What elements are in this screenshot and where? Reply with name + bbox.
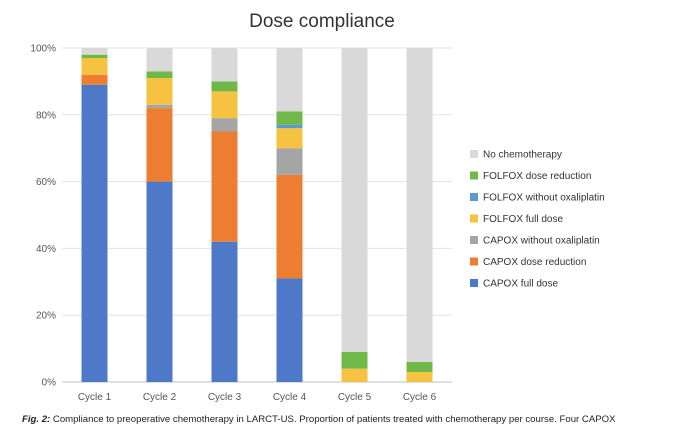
x-tick-label: Cycle 2	[143, 392, 177, 403]
bar-segment	[211, 131, 238, 242]
figure-caption: Fig. 2: Compliance to preoperative chemo…	[22, 414, 672, 425]
legend-swatch	[470, 214, 478, 223]
bar-segment	[276, 128, 303, 149]
chart-title: Dose compliance	[249, 11, 395, 32]
y-tick-label: 20%	[36, 311, 56, 322]
legend-item: FOLFOX full dose	[470, 214, 563, 225]
x-tick-label: Cycle 3	[208, 392, 242, 403]
bar-segment	[211, 81, 238, 92]
legend-label: FOLFOX without oxaliplatin	[483, 193, 605, 204]
legend-item: FOLFOX without oxaliplatin	[470, 193, 605, 204]
bar-segment	[146, 71, 173, 79]
bar-segment	[276, 124, 303, 129]
legend-item: CAPOX without oxaliplatin	[470, 236, 600, 247]
x-tick-label: Cycle 5	[338, 392, 372, 403]
x-axis-ticks: Cycle 1 Cycle 2 Cycle 3 Cycle 4 Cycle 5 Cycle…	[78, 392, 437, 403]
legend-item: CAPOX full dose	[470, 279, 558, 290]
bar-segment	[341, 368, 368, 382]
bar-stack	[211, 48, 238, 382]
bar-stack	[276, 48, 303, 382]
bar-segment	[146, 181, 173, 382]
y-tick-label: 60%	[36, 177, 56, 188]
bar-segment	[81, 48, 108, 55]
figure-caption-text: Compliance to preoperative chemotherapy …	[50, 414, 616, 425]
bar-stack	[81, 48, 108, 383]
legend-item: FOLFOX dose reduction	[470, 171, 591, 182]
bar-segment	[146, 48, 173, 72]
bar-segment	[276, 48, 303, 112]
bar-stack	[341, 48, 368, 382]
bar-segment	[81, 84, 108, 383]
bar-segment	[146, 104, 173, 109]
y-axis-ticks: 0% 20% 40% 60% 80% 100%	[30, 44, 56, 389]
y-tick-label: 40%	[36, 244, 56, 255]
legend-label: CAPOX full dose	[483, 279, 558, 290]
bar-segment	[276, 148, 303, 175]
legend-label: CAPOX without oxaliplatin	[483, 236, 600, 247]
y-tick-label: 80%	[36, 110, 56, 121]
bar-segment	[276, 278, 303, 382]
bar-segment	[146, 78, 173, 105]
bar-segment	[81, 74, 108, 85]
legend: No chemotherapy FOLFOX dose reduction FOLF…	[470, 150, 605, 290]
legend-label: FOLFOX full dose	[483, 214, 563, 225]
figure-label: Fig. 2:	[22, 414, 51, 425]
gridlines	[62, 47, 452, 383]
bar-segment	[211, 241, 238, 382]
bar-segment	[341, 351, 368, 369]
bar-segment	[211, 48, 238, 82]
x-tick-label: Cycle 6	[403, 392, 437, 403]
legend-swatch	[470, 193, 478, 201]
legend-swatch	[470, 150, 478, 158]
legend-swatch	[470, 171, 478, 180]
bar-segment	[81, 54, 108, 59]
legend-item: No chemotherapy	[470, 150, 562, 161]
y-tick-label: 100%	[30, 44, 56, 55]
bar-segment	[146, 108, 173, 182]
bar-segment	[211, 91, 238, 119]
bar-segment	[406, 48, 433, 362]
x-tick-label: Cycle 1	[78, 392, 112, 403]
legend-label: CAPOX dose reduction	[483, 257, 586, 268]
legend-label: FOLFOX dose reduction	[483, 171, 591, 182]
dose-compliance-chart: Dose compliance 0% 20% 40% 60% 80% 100% Cycle…	[30, 11, 605, 403]
bars	[81, 48, 433, 383]
legend-label: No chemotherapy	[483, 150, 562, 161]
bar-segment	[81, 58, 108, 75]
legend-swatch	[470, 236, 478, 244]
bar-segment	[276, 111, 303, 125]
bar-segment	[406, 361, 433, 372]
y-tick-label: 0%	[42, 378, 57, 389]
legend-swatch	[470, 279, 478, 287]
bar-stack	[146, 48, 173, 382]
legend-swatch	[470, 257, 478, 266]
bar-segment	[341, 48, 368, 352]
bar-stack	[406, 48, 433, 382]
legend-item: CAPOX dose reduction	[470, 257, 586, 268]
bar-segment	[276, 174, 303, 279]
bar-segment	[211, 118, 238, 132]
x-tick-label: Cycle 4	[273, 392, 307, 403]
bar-segment	[406, 371, 433, 382]
